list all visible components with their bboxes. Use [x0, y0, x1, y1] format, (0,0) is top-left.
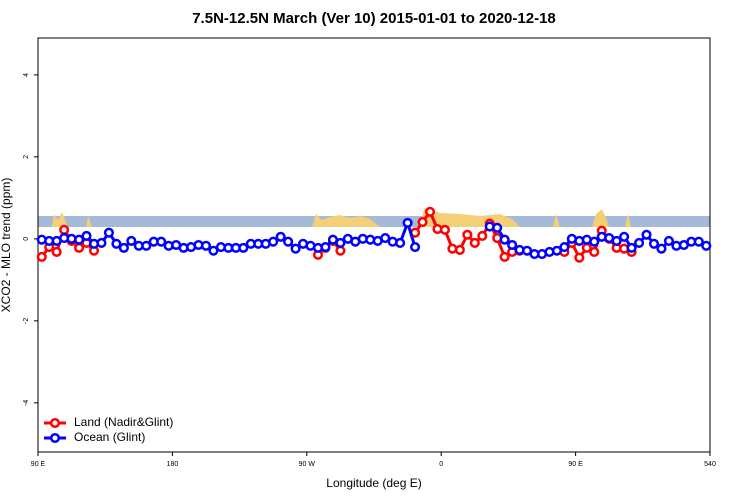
data-point: [275, 231, 286, 242]
legend-label: Land (Nadir&Glint): [74, 415, 173, 429]
data-point: [648, 238, 660, 249]
data-point: [701, 240, 712, 251]
data-point: [238, 242, 249, 253]
data-point: [103, 227, 114, 238]
y-tick-label: -2: [23, 318, 30, 324]
data-point: [477, 230, 488, 242]
data-point: [290, 243, 301, 254]
data-point: [141, 240, 152, 251]
land-shape: [312, 214, 380, 227]
data-point: [335, 237, 346, 249]
data-point: [395, 237, 406, 249]
data-point: [81, 230, 92, 242]
y-tick-label: 2: [23, 155, 30, 159]
land-shape: [592, 209, 609, 227]
y-tick-label: 4: [23, 73, 30, 77]
data-point: [469, 237, 480, 249]
legend-swatch-marker: [49, 432, 61, 444]
data-point: [551, 245, 562, 256]
data-point: [492, 222, 503, 233]
topography: [52, 208, 631, 227]
data-point: [439, 224, 450, 235]
data-point: [507, 239, 518, 251]
x-tick-label: 90 E: [31, 461, 46, 468]
data-point: [574, 252, 585, 263]
x-tick-label: 540: [704, 461, 716, 468]
data-point: [156, 236, 167, 247]
land-shape: [52, 212, 68, 227]
data-point: [36, 251, 47, 262]
data-point: [335, 245, 346, 256]
data-point: [641, 229, 652, 240]
data-point: [118, 242, 129, 253]
data-point: [589, 236, 600, 247]
land-shape: [625, 214, 631, 227]
y-tick-label: 0: [23, 237, 30, 241]
legend-label: Ocean (Glint): [74, 430, 145, 444]
data-point: [499, 234, 510, 245]
data-point: [634, 237, 645, 249]
data-point: [424, 206, 436, 217]
data-point: [589, 246, 600, 258]
y-axis-label: XCO2 - MLO trend (ppm): [0, 178, 13, 313]
data-point: [499, 251, 510, 262]
y-tick-label: -4: [23, 400, 30, 406]
mask-band: [38, 216, 710, 227]
data-point: [59, 224, 70, 235]
data-point: [410, 241, 421, 253]
data-point: [380, 232, 391, 244]
x-tick-label: 90 W: [299, 461, 316, 468]
data-point: [693, 236, 704, 247]
data-point: [417, 216, 428, 228]
data-point: [74, 234, 85, 245]
land-shape: [553, 214, 560, 227]
data-point: [611, 235, 622, 246]
chart-title: 7.5N-12.5N March (Ver 10) 2015-01-01 to …: [192, 10, 556, 27]
land-shape: [420, 208, 520, 227]
data-point: [559, 241, 570, 253]
data-point: [268, 236, 279, 247]
data-point: [619, 231, 630, 242]
data-point: [663, 235, 674, 246]
land-shape: [86, 216, 92, 227]
data-point: [656, 243, 667, 254]
data-point: [96, 237, 107, 249]
data-point: [51, 246, 62, 258]
data-point: [402, 217, 413, 228]
data-point: [462, 229, 473, 240]
data-point: [200, 240, 212, 251]
x-axis-label: Longitude (deg E): [326, 476, 421, 490]
data-point: [626, 242, 637, 253]
data-point: [283, 236, 294, 247]
data-point: [454, 244, 465, 255]
data-point: [126, 235, 137, 246]
data-point: [320, 241, 331, 253]
legend-swatch-marker: [49, 417, 61, 429]
x-tick-label: 180: [167, 461, 179, 468]
x-tick-label: 90 E: [568, 461, 583, 468]
data-point: [74, 242, 85, 253]
data-point: [111, 238, 122, 249]
data-point: [208, 245, 219, 256]
x-tick-label: 0: [439, 461, 443, 468]
